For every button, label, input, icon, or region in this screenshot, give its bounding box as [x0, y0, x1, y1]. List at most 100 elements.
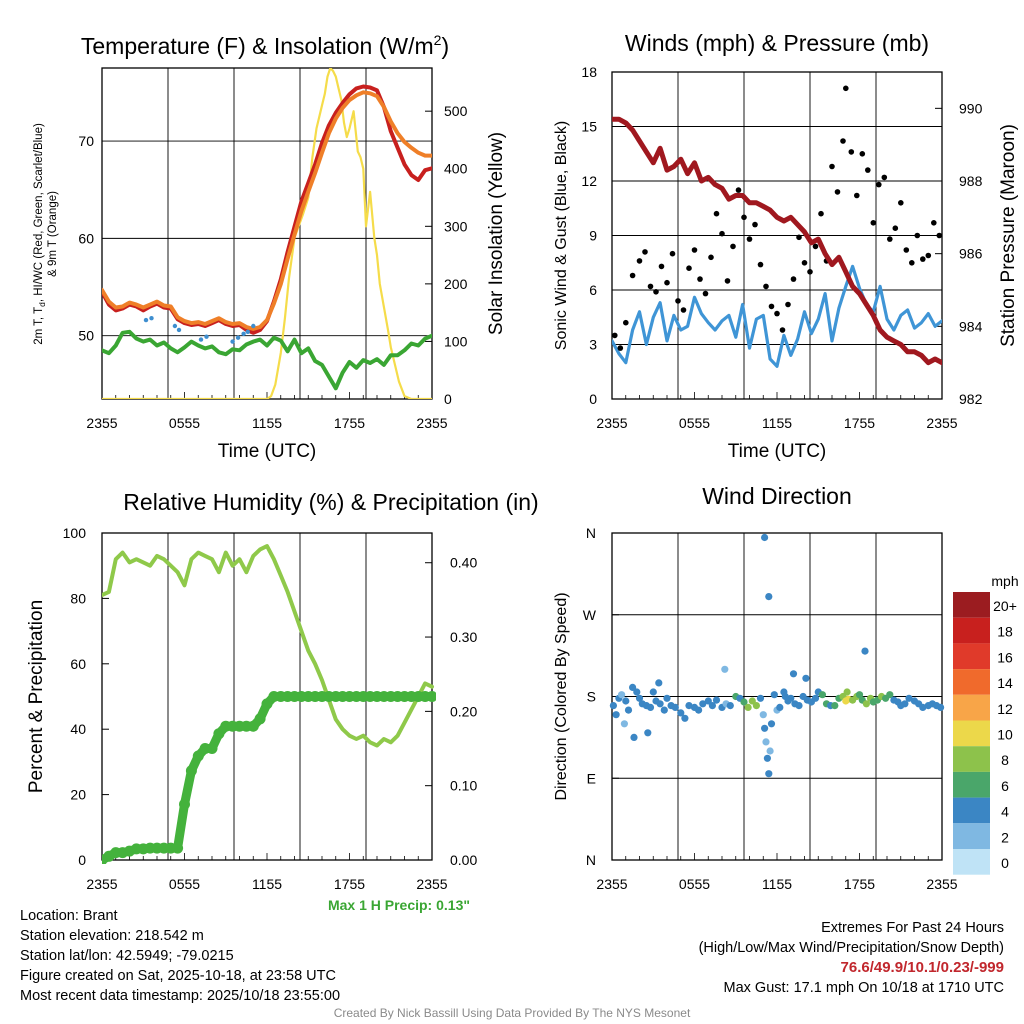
plot-frame	[101, 67, 433, 400]
wind-direction-point	[612, 711, 620, 719]
temperature-9m-line	[102, 90, 432, 331]
wind-direction-point	[712, 696, 721, 704]
wind-direction-point	[708, 702, 717, 710]
gust-point	[840, 138, 846, 144]
legend-label: 18	[997, 624, 1013, 640]
wind-direction-point	[843, 688, 851, 696]
x-tick-label: 2355	[86, 415, 117, 431]
gust-point	[818, 210, 824, 217]
chart-title: Wind Direction	[702, 483, 852, 509]
wind-direction-point	[695, 706, 703, 714]
legend-label: 6	[1001, 778, 1009, 794]
wind-direction-point	[721, 665, 729, 673]
gust-point	[774, 310, 780, 317]
gust-point	[719, 230, 725, 237]
x-tick-label: 1155	[762, 876, 792, 892]
wind-direction-point	[620, 720, 629, 728]
wind-direction-point	[649, 688, 657, 696]
wind-direction-point	[663, 694, 671, 702]
heat-index-windchill-point	[235, 335, 241, 340]
wind-direction-point	[767, 720, 776, 728]
elevation-text: Station elevation: 218.542 m	[20, 928, 204, 944]
gust-point	[647, 283, 654, 290]
gust-point	[801, 260, 808, 266]
gust-point	[623, 319, 629, 326]
winds-pressure-panel: Winds (mph) & Pressure (mb) 0 3 6 9 12 15 18 982…	[553, 30, 1019, 462]
gust-point	[785, 301, 791, 308]
y-tick-label: 3	[589, 337, 597, 353]
y2-tick-label: 200	[444, 276, 468, 292]
gust-point	[779, 327, 786, 333]
legend-swatch	[953, 720, 990, 747]
wind-direction-point	[766, 747, 774, 755]
x-axis-label: Time (UTC)	[218, 441, 317, 462]
x-tick-label: 1755	[844, 876, 875, 892]
heat-index-windchill-point	[172, 323, 178, 329]
legend-swatch	[953, 617, 990, 644]
wind-direction-point	[919, 703, 927, 712]
wind-direction-point	[660, 706, 668, 714]
chart-title: Relative Humidity (%) & Precipitation (i…	[123, 489, 538, 515]
precipitation-point	[247, 720, 259, 732]
y-tick-label: 0	[78, 852, 86, 868]
gust-point	[829, 163, 835, 170]
x-tick-label: 2355	[86, 876, 117, 892]
gust-point	[865, 167, 871, 173]
gust-point	[914, 232, 921, 239]
y-tick-label: 80	[70, 590, 86, 606]
wind-direction-point	[618, 691, 626, 699]
winds-series-group	[612, 85, 942, 368]
gust-point	[741, 214, 747, 221]
wind-direction-point	[740, 698, 748, 706]
y-axis-label: 2m T, Td, HI/WC (Red, Green, Scarlet/Blu…	[33, 123, 47, 345]
y2-tick-label: 0.30	[450, 629, 477, 645]
dewpoint-line	[102, 329, 432, 391]
x-tick-label: 1155	[252, 415, 282, 431]
precipitation-point	[426, 691, 436, 702]
wind-direction-point	[752, 702, 761, 710]
gust-point	[675, 298, 681, 304]
gust-point	[691, 247, 698, 253]
precipitation-point	[185, 765, 197, 777]
x-tick-label: 2355	[926, 876, 957, 892]
legend-label: 10	[997, 727, 1013, 743]
legend-label: 16	[997, 649, 1013, 665]
x-tick-label: 1155	[762, 415, 792, 431]
precipitation-point	[261, 698, 273, 710]
extremes-description: (High/Low/Max Wind/Precipitation/Snow De…	[698, 940, 1004, 956]
y-tick-label: 20	[70, 787, 86, 803]
y-tick-label: 0	[589, 391, 597, 407]
precipitation-point	[254, 713, 266, 725]
precipitation-point	[179, 798, 190, 810]
legend-swatch	[953, 797, 990, 824]
wind-direction-point	[622, 697, 630, 705]
heat-index-windchill-point	[198, 337, 204, 342]
wind-direction-point	[630, 733, 638, 742]
x-tick-label: 1755	[334, 876, 365, 892]
gust-point	[920, 256, 926, 262]
gust-point	[642, 249, 648, 255]
y-tick-label: N	[586, 525, 596, 541]
y2-tick-label: 0	[444, 391, 452, 407]
gust-point	[790, 276, 797, 282]
latlon-text: Station lat/lon: 42.5949; -79.0215	[20, 948, 234, 964]
y-tick-label: W	[583, 607, 597, 623]
precipitation-point	[172, 842, 184, 854]
precipitation-line	[102, 692, 436, 864]
max-gust-text: Max Gust: 17.1 mph On 10/18 at 1710 UTC	[723, 980, 1004, 996]
y2-axis-label: Solar Insolation (Yellow)	[486, 132, 507, 335]
y-axis-label: Sonic Wind & Gust (Blue, Black)	[553, 121, 570, 350]
y-tick-label: 40	[70, 721, 86, 737]
wind-direction-point	[629, 683, 637, 692]
legend-label: 2	[1001, 829, 1009, 845]
gust-point	[653, 289, 659, 295]
wind-direction-point	[624, 706, 633, 714]
gust-point	[669, 250, 676, 257]
y-tick-label: 18	[581, 64, 597, 80]
gust-point	[746, 236, 753, 242]
gust-point	[612, 332, 618, 339]
y-tick-label: 50	[78, 328, 94, 344]
gust-point	[664, 279, 670, 286]
x-tick-label: 0555	[169, 876, 200, 892]
